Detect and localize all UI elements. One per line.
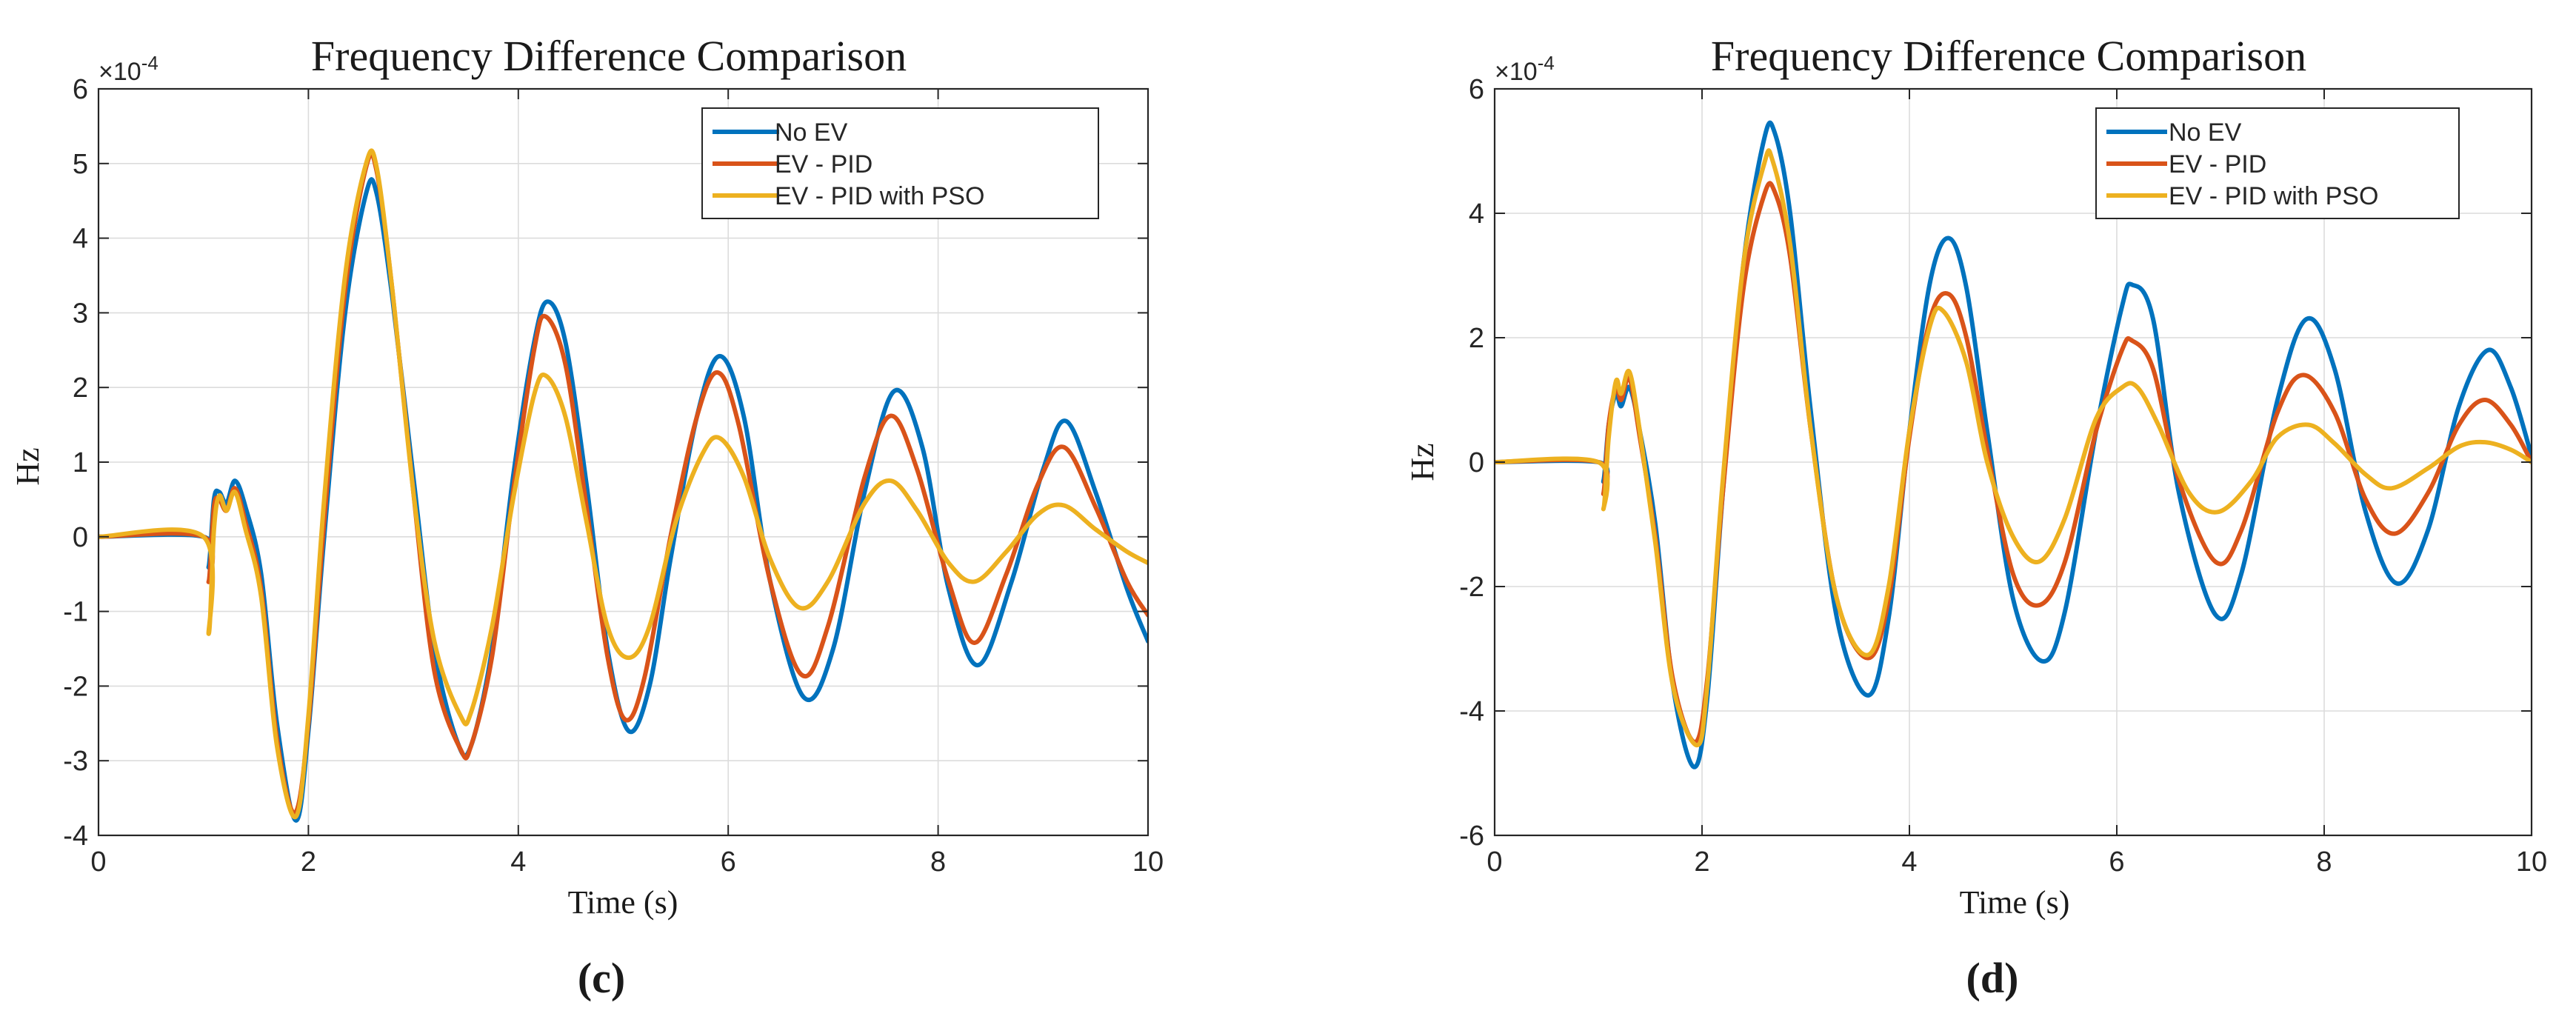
exponent-label: ×10-4 (1495, 52, 1555, 86)
x-tick-label: 0 (90, 846, 106, 878)
legend: No EV EV - PID EV - PID with PSO (2095, 107, 2460, 219)
panel-label: (c) (578, 954, 625, 1002)
y-tick-label: 0 (1469, 447, 1484, 478)
chart-title: Frequency Difference Comparison (1711, 32, 2306, 80)
x-tick-label: 8 (2316, 846, 2332, 878)
x-tick-label: 10 (2516, 846, 2547, 878)
x-tick-label: 10 (1132, 846, 1164, 878)
y-tick-label: -4 (1459, 696, 1484, 727)
y-tick-label: -1 (63, 597, 88, 628)
y-tick-label: 6 (73, 74, 88, 105)
legend-label: No EV (775, 118, 848, 147)
y-tick-label: 1 (73, 447, 88, 478)
legend: No EV EV - PID EV - PID with PSO (701, 107, 1099, 219)
y-tick-label: -6 (1459, 821, 1484, 852)
series-line-ev-pid-with-pso (1495, 148, 2532, 748)
chart-panel-c: ×10-4 Frequency Difference Comparison 0 2… (10, 32, 1164, 1002)
x-tick-label: 2 (1694, 846, 1709, 878)
legend-label: EV - PID (775, 150, 872, 178)
x-axis-label: Time (s) (1960, 884, 2070, 921)
y-tick-label: -2 (63, 671, 88, 702)
x-tick-label: 6 (2109, 846, 2124, 878)
x-tick-label: 0 (1486, 846, 1502, 878)
panel-label: (d) (1966, 954, 2019, 1002)
x-tick-label: 2 (301, 846, 316, 878)
chart-panel-d: ×10-4 Frequency Difference Comparison 0 2… (1404, 32, 2547, 1002)
y-tick-label: 5 (73, 149, 88, 180)
y-tick-label: -4 (63, 821, 88, 852)
chart-title: Frequency Difference Comparison (311, 32, 907, 80)
legend-label: EV - PID with PSO (2169, 182, 2378, 210)
y-tick-label: -3 (63, 746, 88, 777)
y-tick-label: 6 (1469, 74, 1484, 105)
x-tick-label: 4 (510, 846, 526, 878)
legend-label: EV - PID with PSO (775, 182, 984, 210)
x-tick-label: 4 (1901, 846, 1917, 878)
x-tick-label: 6 (721, 846, 736, 878)
y-tick-label: 0 (73, 522, 88, 553)
axis-ticks: 0 2 4 6 8 10 -6 -4 -2 0 2 4 6 (1459, 74, 2547, 878)
y-tick-label: 4 (1469, 198, 1484, 230)
y-tick-label: 2 (1469, 323, 1484, 354)
y-axis-label: Hz (1404, 443, 1441, 481)
y-tick-label: 2 (73, 373, 88, 404)
series-line-ev-pid-with-pso (99, 148, 1148, 820)
y-tick-label: 3 (73, 298, 88, 329)
y-tick-label: 4 (73, 224, 88, 255)
y-axis-label: Hz (10, 447, 46, 485)
x-tick-label: 8 (930, 846, 946, 878)
axis-ticks: 0 2 4 6 8 10 -4 -3 -2 -1 0 1 2 3 4 5 6 (63, 74, 1164, 878)
legend-label: EV - PID (2169, 150, 2266, 178)
exponent-label: ×10-4 (99, 52, 159, 86)
x-axis-label: Time (s) (568, 884, 678, 921)
y-tick-label: -2 (1459, 572, 1484, 603)
legend-label: No EV (2169, 118, 2242, 147)
